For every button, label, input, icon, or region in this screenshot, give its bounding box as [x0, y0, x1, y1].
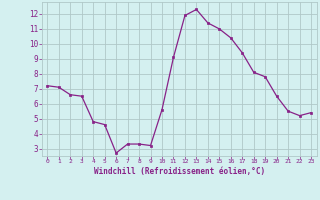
- X-axis label: Windchill (Refroidissement éolien,°C): Windchill (Refroidissement éolien,°C): [94, 167, 265, 176]
